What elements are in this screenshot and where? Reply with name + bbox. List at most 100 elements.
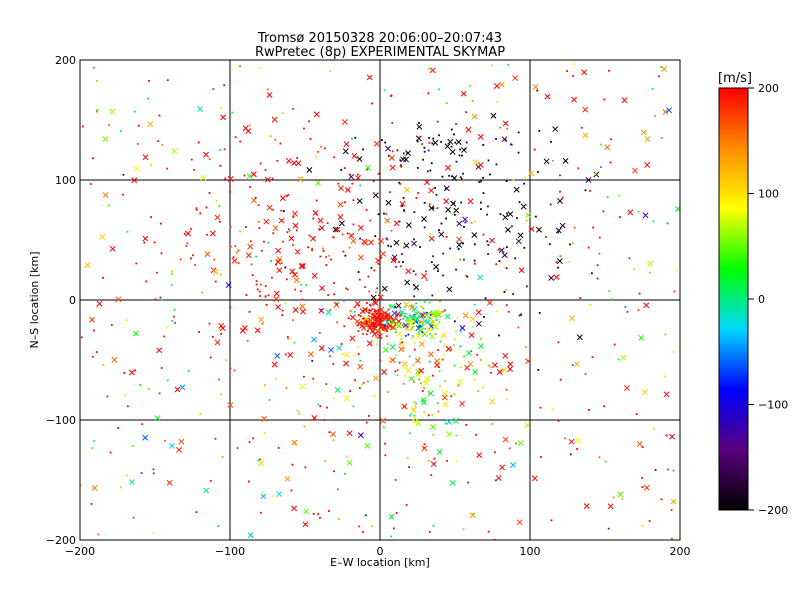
dot-marker: [544, 236, 547, 238]
x-marker: [531, 475, 538, 482]
dot-marker: [102, 276, 104, 279]
x-marker: [518, 267, 525, 274]
dot-marker: [473, 303, 476, 306]
dot-marker: [292, 272, 295, 275]
x-marker: [357, 432, 364, 439]
dot-marker: [664, 375, 666, 378]
dot-marker: [419, 382, 422, 385]
dot-marker: [405, 503, 408, 506]
dot-marker: [609, 161, 612, 164]
dot-marker: [166, 79, 169, 82]
dot-marker: [409, 326, 412, 329]
dot-marker: [264, 295, 267, 298]
dot-marker: [453, 393, 456, 396]
dot-marker: [264, 384, 266, 387]
dot-marker: [441, 358, 444, 361]
dot-marker: [332, 236, 335, 239]
dot-marker: [439, 340, 442, 343]
dot-marker: [610, 298, 613, 301]
dot-marker: [255, 283, 258, 286]
dot-marker: [268, 399, 271, 401]
x-marker: [291, 505, 298, 512]
x-marker: [366, 74, 373, 81]
y-tick-label: 0: [69, 294, 76, 307]
x-marker: [312, 210, 319, 216]
dot-marker: [399, 313, 402, 316]
dot-marker: [666, 468, 669, 471]
dot-marker: [460, 178, 463, 180]
dot-marker: [256, 288, 259, 291]
dot-marker: [166, 379, 169, 382]
x-marker: [582, 132, 589, 139]
dot-marker: [259, 295, 261, 297]
dot-marker: [281, 314, 284, 317]
colorbar-label: [m/s]: [718, 71, 752, 86]
dot-marker: [453, 364, 456, 367]
dot-marker: [463, 258, 465, 261]
dot-marker: [209, 356, 212, 359]
dot-marker: [672, 469, 675, 472]
dot-marker: [474, 220, 477, 223]
dot-marker: [423, 380, 425, 383]
dot-marker: [287, 337, 290, 340]
y-tick-label: −100: [46, 414, 76, 427]
x-marker: [317, 217, 324, 224]
x-marker: [276, 491, 283, 498]
x-marker: [477, 274, 484, 281]
dot-marker: [153, 241, 156, 244]
dot-marker: [598, 456, 601, 459]
dot-marker: [455, 123, 457, 125]
dot-marker: [520, 313, 522, 316]
x-marker: [420, 312, 426, 319]
dot-marker: [429, 313, 432, 316]
dot-marker: [266, 88, 269, 91]
dot-marker: [126, 405, 129, 408]
dot-marker: [229, 226, 232, 229]
dot-marker: [598, 236, 601, 239]
dot-marker: [374, 235, 377, 237]
dot-marker: [471, 326, 474, 329]
dot-marker: [208, 192, 211, 194]
dot-marker: [371, 525, 374, 528]
x-marker: [354, 300, 361, 307]
dot-marker: [120, 486, 122, 489]
dot-marker: [323, 419, 326, 422]
x-marker: [471, 232, 478, 238]
dot-marker: [95, 351, 98, 353]
dot-marker: [537, 171, 539, 173]
dot-marker: [476, 353, 479, 356]
dot-marker: [375, 316, 378, 319]
dot-marker: [450, 145, 453, 148]
dot-marker: [333, 293, 336, 296]
dot-marker: [390, 229, 393, 232]
dot-marker: [309, 137, 312, 140]
x-marker: [427, 390, 434, 397]
x-marker: [446, 431, 453, 438]
dot-marker: [329, 70, 332, 73]
dot-marker: [469, 84, 472, 87]
dot-marker: [231, 111, 234, 114]
dot-marker: [373, 326, 376, 328]
dot-marker: [166, 167, 169, 170]
x-marker: [329, 431, 336, 438]
dot-marker: [237, 249, 240, 252]
colorbar-tick-label: 100: [758, 188, 779, 201]
dot-marker: [453, 344, 455, 347]
x-marker: [214, 214, 221, 221]
dot-marker: [302, 375, 305, 378]
dot-marker: [377, 317, 380, 320]
dot-marker: [362, 317, 365, 320]
dot-marker: [382, 324, 385, 327]
x-marker: [285, 157, 292, 164]
dot-marker: [490, 64, 493, 67]
dot-marker: [190, 257, 192, 260]
dot-marker: [507, 310, 510, 313]
dot-marker: [353, 306, 356, 309]
x-marker: [498, 247, 505, 254]
dot-marker: [152, 532, 155, 535]
x-marker: [212, 268, 219, 275]
dot-marker: [437, 88, 440, 91]
x-marker: [391, 310, 398, 317]
dot-marker: [505, 388, 508, 391]
x-marker: [377, 294, 384, 301]
